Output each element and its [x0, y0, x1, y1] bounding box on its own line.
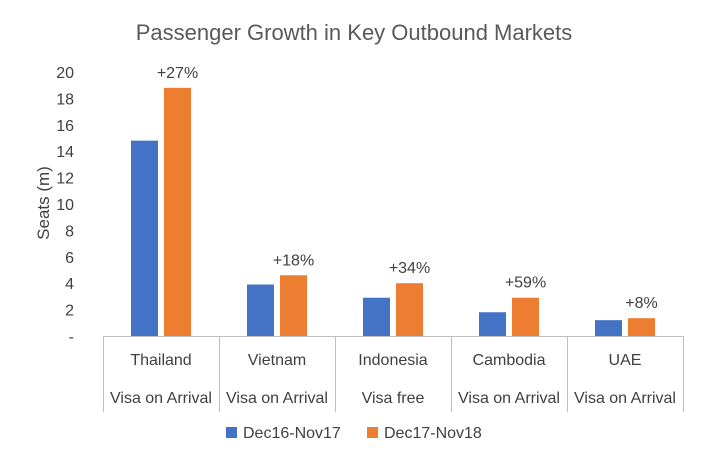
y-axis-ticks: - 2 4 6 8 10 12 14 16 18 20 [56, 65, 74, 346]
bar-indonesia-series-2 [396, 283, 423, 336]
legend: Dec16-Nov17 Dec17-Nov18 [226, 425, 482, 442]
bar-cambodia-series-1 [479, 312, 506, 336]
sub-category-label: Visa on Arrival [110, 390, 212, 407]
sub-category-label: Visa free [362, 390, 425, 407]
y-tick-label: - [69, 329, 74, 346]
data-label: +59% [505, 275, 546, 292]
data-label: +27% [157, 65, 198, 82]
sub-category-label: Visa on Arrival [458, 390, 560, 407]
data-label: +34% [389, 260, 430, 277]
bars [131, 87, 655, 336]
y-tick-label: 2 [65, 303, 74, 320]
y-tick-label: 6 [65, 250, 74, 267]
y-axis-title: Seats (m) [34, 166, 53, 240]
sub-category-label: Visa on Arrival [226, 390, 328, 407]
y-tick-label: 8 [65, 223, 74, 240]
y-tick-label: 18 [56, 91, 74, 108]
bar-thailand-series-2 [164, 87, 191, 336]
bar-uae-series-1 [595, 320, 622, 336]
data-label: +18% [273, 252, 314, 269]
bar-vietnam-series-1 [247, 284, 274, 336]
bar-indonesia-series-1 [363, 297, 390, 336]
y-tick-label: 4 [65, 276, 74, 293]
y-tick-label: 20 [56, 65, 74, 82]
data-label: +8% [625, 295, 657, 312]
bar-cambodia-series-2 [512, 297, 539, 336]
bar-vietnam-series-2 [280, 275, 307, 336]
bar-thailand-series-1 [131, 140, 158, 336]
y-tick-label: 10 [56, 197, 74, 214]
y-tick-label: 14 [56, 144, 74, 161]
category-axis: Thailand Visa on Arrival Vietnam Visa on Ar… [103, 336, 684, 412]
chart-title: Passenger Growth in Key Outbound Markets [136, 20, 573, 45]
category-label: Indonesia [358, 352, 427, 369]
y-tick-label: 12 [56, 171, 74, 188]
category-label: Thailand [130, 352, 191, 369]
data-labels: +27% +18% +34% +59% +8% [157, 65, 658, 312]
y-tick-label: 16 [56, 118, 74, 135]
bar-uae-series-2 [628, 318, 655, 336]
category-label: UAE [609, 352, 642, 369]
legend-label: Dec16-Nov17 [243, 425, 341, 442]
category-label: Vietnam [248, 352, 306, 369]
sub-category-label: Visa on Arrival [574, 390, 676, 407]
category-label: Cambodia [473, 352, 546, 369]
legend-label: Dec17-Nov18 [384, 425, 482, 442]
legend-swatch [226, 427, 237, 438]
legend-swatch [367, 427, 378, 438]
